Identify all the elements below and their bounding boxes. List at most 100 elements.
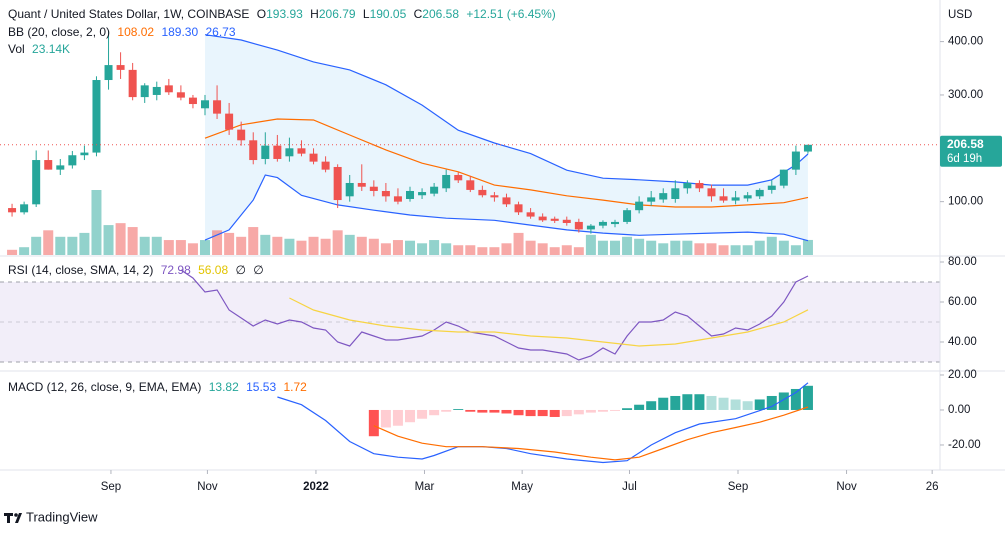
candle-body [623,210,632,222]
ohlc-label: C [414,7,423,21]
indicator-line [289,297,809,347]
rsi-value: 72.98 [161,263,191,277]
volume-bar [525,240,536,255]
volume-bar [296,240,307,255]
brand: TradingView [26,509,98,524]
candle-body [116,65,125,70]
histogram-bar [573,409,584,415]
volume-bar [248,227,259,255]
ohlc-value: 206.58 [422,7,459,21]
histogram-bar [730,399,741,410]
histogram-bar [392,409,403,426]
candle-body [393,196,402,202]
candle-body [237,129,246,141]
macd-title: MACD (12, 26, close, 9, EMA, EMA) [8,380,201,394]
candle-body [32,160,41,205]
candle-body [357,182,366,187]
candle-body [213,100,222,114]
candle-body [261,145,270,159]
volume-bar [272,236,283,255]
volume-bar [489,247,500,255]
candle-body [285,148,294,157]
candle-body [767,185,776,190]
candle-body [611,221,620,225]
logo-part [15,513,22,523]
volume-bar [573,247,584,255]
y-tick-label: 20.00 [948,369,977,381]
bb-value: 108.02 [117,25,154,39]
volume-bar [597,240,608,255]
histogram-bar [658,397,669,410]
volume-bar [634,238,645,255]
candle-body [225,113,234,130]
volume-bar [537,243,548,255]
candle-body [369,186,378,191]
volume-bar [127,227,138,255]
candle-body [176,92,185,98]
volume-bar [163,240,174,255]
histogram-bar [766,395,777,410]
volume-bar [103,225,114,255]
candle-body [743,195,752,199]
bb-title: BB (20, close, 2, 0) [8,25,110,39]
volume-bar [549,247,560,255]
volume-bar [356,236,367,255]
candle-body [321,161,330,170]
volume-bar [694,243,705,255]
candle-body [550,218,559,221]
candle-body [779,169,788,186]
volume-bar [43,230,54,255]
ohlc-label: L [363,7,370,21]
indicator-line [204,34,809,186]
histogram-bar [646,401,657,410]
y-tick-label: -20.00 [948,439,981,451]
volume-bar [55,236,66,255]
bb-legend: BB (20, close, 2, 0) 108.02 189.30 26.73 [8,25,236,39]
x-tick-label: Nov [197,481,218,493]
candle-body [56,165,65,170]
last-price-box [940,135,1002,167]
histogram-bar [778,392,789,410]
band-fill [205,34,808,241]
volume-bar [730,245,741,255]
histogram-bar [634,404,645,410]
volume-bar [200,240,211,255]
macd-value: 15.53 [246,380,276,394]
candle-body [44,160,53,170]
histogram-bar [549,409,560,417]
candle-body [635,201,644,211]
x-tick-label: Sep [728,481,748,493]
volume-bar [465,245,476,255]
rsi-legend: RSI (14, close, SMA, 14, 2) 72.98 56.08 … [8,263,264,277]
histogram-bar [694,394,705,410]
volume-bar [187,243,198,255]
macd-legend: MACD (12, 26, close, 9, EMA, EMA) 13.82 … [8,380,307,394]
x-tick-label: Jul [622,481,637,493]
histogram-bar [802,385,813,410]
indicator-line [204,118,809,208]
histogram-bar [682,394,693,410]
histogram-bar [718,397,729,410]
candle-body [683,182,692,189]
volume-bar [441,243,452,255]
y-tick-label: 400.00 [948,36,983,48]
y-tick-label: 80.00 [948,256,977,268]
indicator-line [373,406,809,461]
symbol-legend: Quant / United States Dollar, 1W, COINBA… [8,7,556,21]
vol-value: 23.14K [32,42,70,56]
bb-value: 26.73 [205,25,235,39]
histogram-bar [706,395,717,410]
candle-body [526,212,535,217]
candle-body [659,193,668,200]
histogram-bar [585,409,596,413]
vol-legend: Vol 23.14K [8,42,70,56]
ohlc-label: O [257,7,266,21]
volume-bar [790,245,801,255]
candle-body [442,174,451,189]
volume-bar [670,240,681,255]
volume-bar [308,236,319,255]
overlay-layer: Quant / United States Dollar, 1W, COINBA… [0,0,1005,524]
y-tick-label: 300.00 [948,89,983,101]
plot-layer [0,30,940,464]
